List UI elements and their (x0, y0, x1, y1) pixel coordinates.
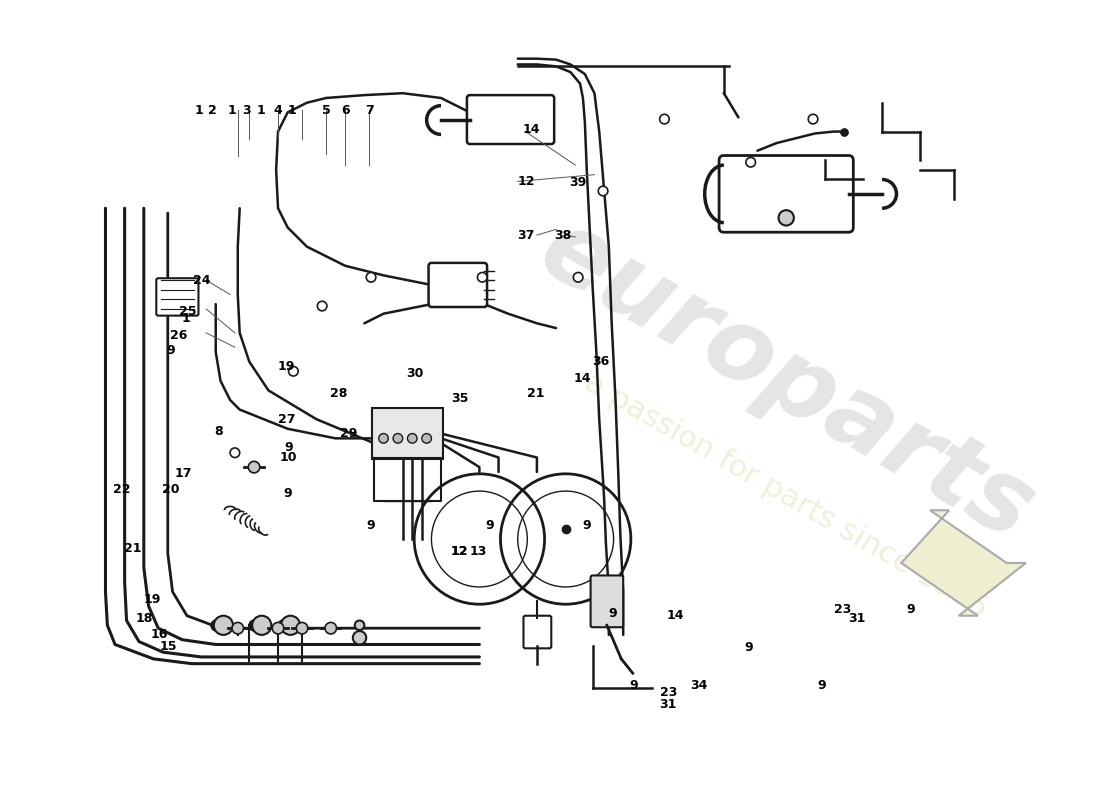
Text: 9: 9 (608, 607, 617, 620)
Circle shape (660, 114, 669, 124)
Text: 36: 36 (593, 355, 609, 368)
Text: 2: 2 (209, 104, 217, 117)
Text: 9: 9 (629, 679, 638, 692)
Text: 1: 1 (194, 104, 202, 117)
Text: a passion for parts since 1985: a passion for parts since 1985 (580, 368, 993, 624)
Text: 9: 9 (284, 487, 293, 501)
Text: 25: 25 (179, 306, 197, 318)
Text: europarts: europarts (522, 201, 1049, 561)
Circle shape (288, 366, 298, 376)
Text: 19: 19 (278, 360, 295, 373)
Text: 24: 24 (194, 274, 211, 286)
Circle shape (249, 462, 260, 473)
Text: 12: 12 (518, 175, 536, 188)
Text: 37: 37 (518, 229, 535, 242)
Text: 30: 30 (407, 366, 424, 380)
Circle shape (230, 448, 240, 458)
Text: 29: 29 (340, 427, 358, 440)
Circle shape (353, 631, 366, 645)
Text: 15: 15 (160, 640, 177, 653)
Text: 28: 28 (330, 386, 348, 400)
Polygon shape (901, 510, 1026, 616)
Circle shape (393, 434, 403, 443)
Text: 1: 1 (288, 104, 297, 117)
Text: 12: 12 (450, 545, 468, 558)
Text: 9: 9 (366, 519, 375, 532)
Circle shape (808, 114, 817, 124)
Text: 7: 7 (365, 104, 374, 117)
Text: 4: 4 (274, 104, 283, 117)
Circle shape (354, 621, 364, 630)
Text: 5: 5 (321, 104, 330, 117)
Text: 3: 3 (242, 104, 251, 117)
Text: 9: 9 (285, 442, 294, 454)
Text: 31: 31 (660, 698, 676, 711)
Circle shape (407, 434, 417, 443)
Circle shape (779, 210, 794, 226)
Text: 39: 39 (570, 176, 586, 189)
Circle shape (573, 273, 583, 282)
Circle shape (746, 158, 756, 167)
Circle shape (324, 622, 337, 634)
Circle shape (213, 616, 233, 635)
Text: 23: 23 (660, 686, 676, 699)
Text: 35: 35 (452, 391, 469, 405)
Text: 14: 14 (522, 123, 540, 136)
Circle shape (598, 186, 608, 196)
Text: 21: 21 (527, 386, 544, 400)
Circle shape (366, 273, 376, 282)
Circle shape (477, 273, 487, 282)
Text: 16: 16 (151, 628, 168, 642)
Text: 34: 34 (690, 679, 707, 692)
FancyBboxPatch shape (591, 575, 624, 627)
Text: 6: 6 (341, 104, 350, 117)
Circle shape (378, 434, 388, 443)
Circle shape (232, 622, 243, 634)
FancyBboxPatch shape (156, 278, 198, 316)
Text: 1: 1 (182, 312, 190, 325)
Text: 12: 12 (450, 545, 468, 558)
Text: 20: 20 (162, 482, 179, 496)
Circle shape (280, 616, 300, 635)
Text: 1: 1 (228, 104, 236, 117)
Text: 31: 31 (848, 612, 866, 625)
Text: 27: 27 (278, 413, 295, 426)
FancyBboxPatch shape (719, 155, 854, 232)
Text: 19: 19 (144, 593, 161, 606)
Text: 17: 17 (174, 467, 191, 480)
Circle shape (252, 616, 272, 635)
Text: 23: 23 (834, 602, 851, 615)
Circle shape (422, 434, 431, 443)
Circle shape (318, 302, 327, 311)
FancyBboxPatch shape (524, 616, 551, 648)
FancyBboxPatch shape (466, 95, 554, 144)
Text: 14: 14 (573, 373, 591, 386)
Text: 21: 21 (124, 542, 142, 555)
Text: 9: 9 (582, 519, 591, 532)
Text: 22: 22 (113, 482, 131, 496)
Text: 8: 8 (213, 425, 222, 438)
Text: 26: 26 (169, 330, 187, 342)
Text: 10: 10 (279, 451, 297, 464)
FancyBboxPatch shape (429, 263, 487, 307)
Text: 9: 9 (817, 679, 826, 692)
Circle shape (273, 622, 284, 634)
Text: 1: 1 (256, 104, 265, 117)
Text: 13: 13 (470, 545, 487, 558)
Circle shape (296, 622, 308, 634)
FancyBboxPatch shape (372, 408, 443, 459)
Text: 9: 9 (485, 519, 494, 532)
Text: 9: 9 (906, 602, 915, 615)
Text: 38: 38 (554, 229, 571, 242)
Text: 9: 9 (744, 641, 752, 654)
Text: 9: 9 (167, 344, 176, 357)
Text: 18: 18 (136, 612, 153, 625)
Text: 14: 14 (667, 610, 684, 622)
